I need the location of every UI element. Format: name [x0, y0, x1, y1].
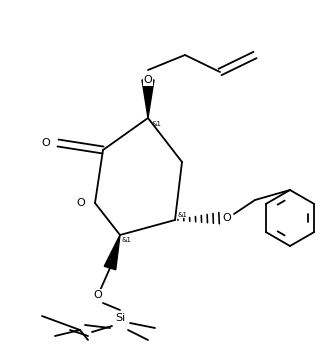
Text: &1: &1	[152, 121, 162, 127]
Polygon shape	[104, 235, 120, 270]
Text: O: O	[222, 213, 231, 223]
Text: &1: &1	[178, 212, 188, 218]
Text: O: O	[94, 290, 102, 300]
Text: O: O	[76, 198, 85, 208]
Polygon shape	[142, 80, 154, 118]
Text: &1: &1	[122, 237, 132, 243]
Text: Si: Si	[115, 313, 125, 323]
Text: O: O	[144, 75, 152, 85]
Text: O: O	[41, 138, 50, 148]
